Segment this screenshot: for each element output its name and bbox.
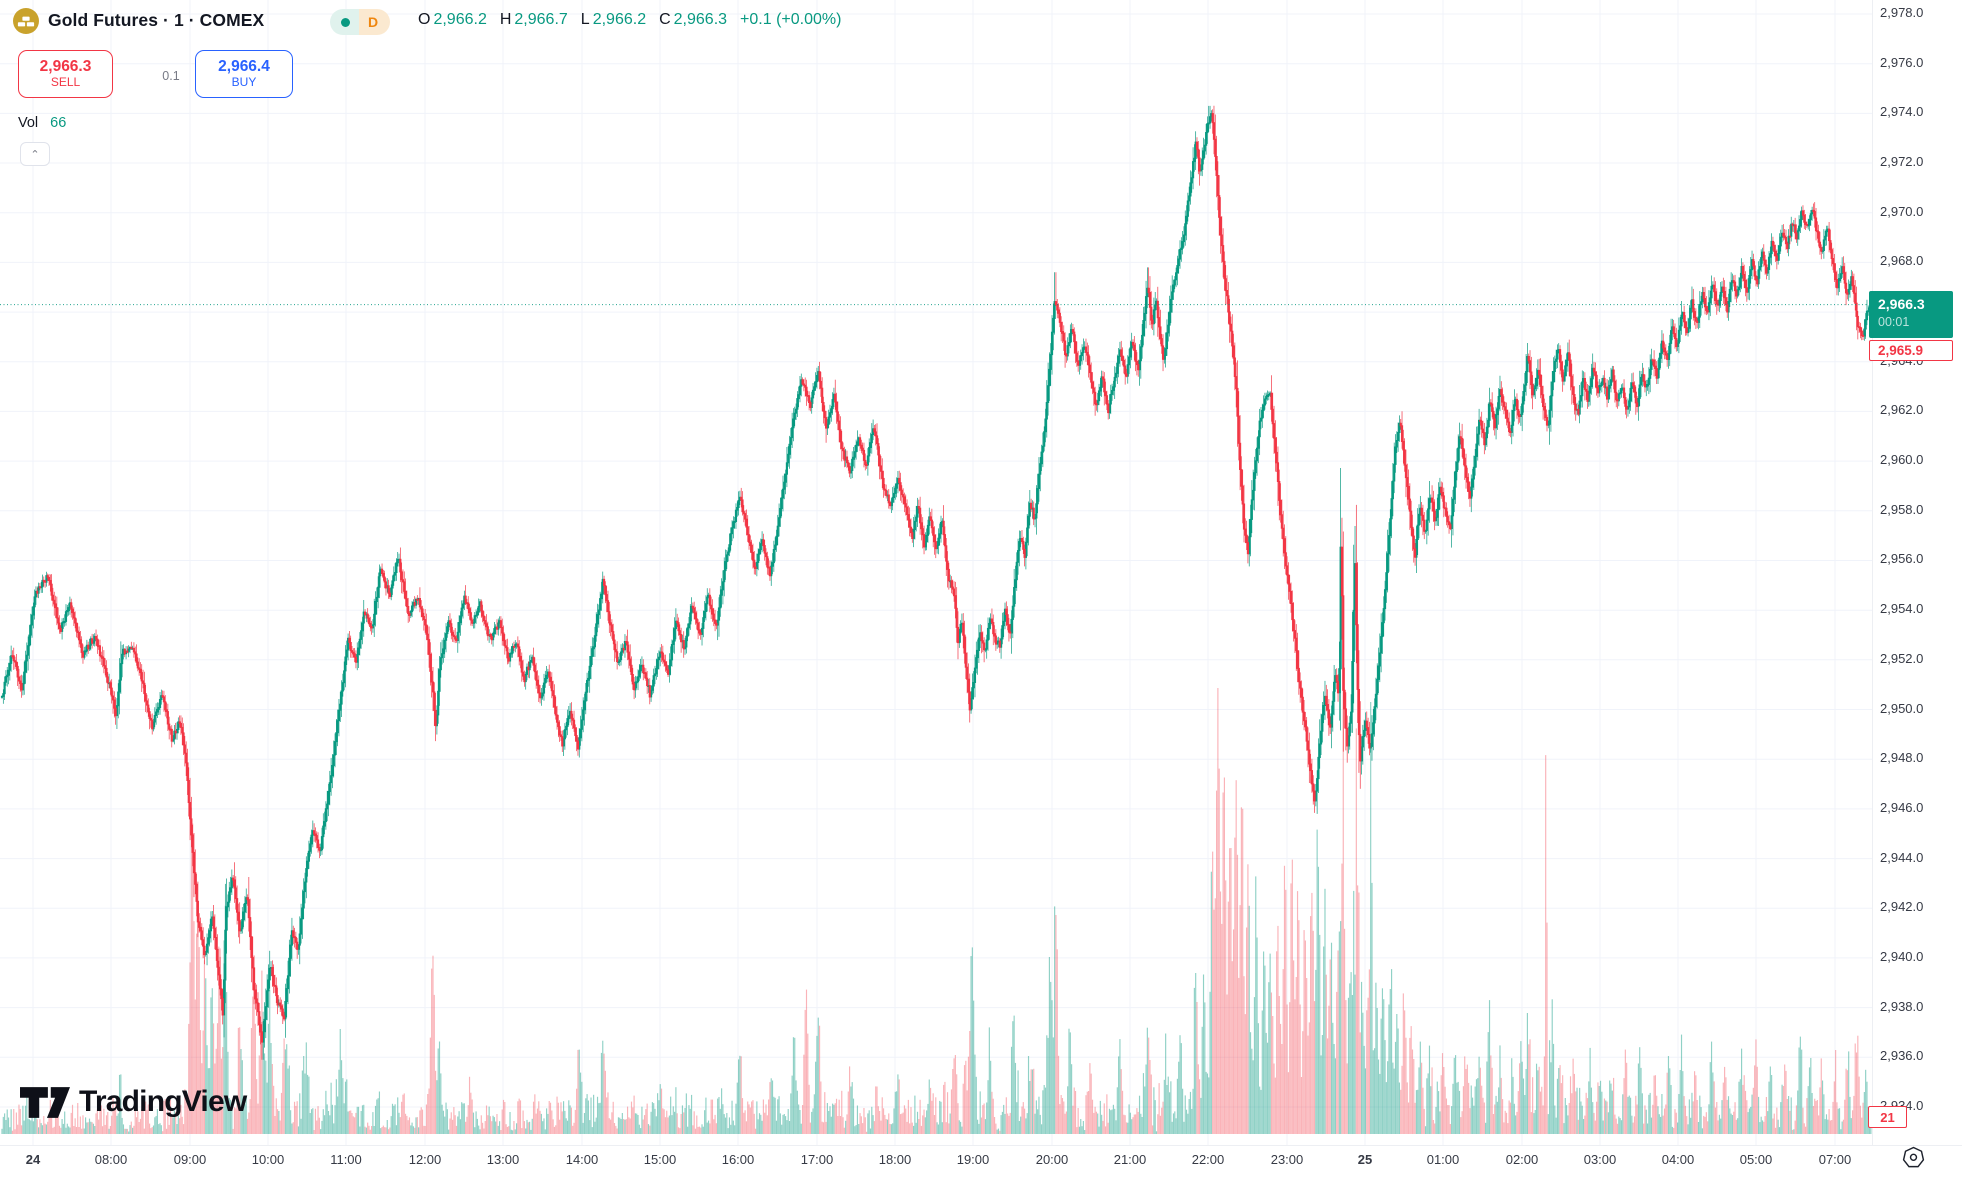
time-axis-label: 23:00 xyxy=(1270,1152,1304,1167)
time-axis-label: 08:00 xyxy=(94,1152,128,1167)
price-axis-label: 2,956.0 xyxy=(1880,551,1924,566)
secondary-price-label: 2,965.9 xyxy=(1869,340,1953,361)
time-axis-label: 13:00 xyxy=(486,1152,520,1167)
time-axis-label: 10:00 xyxy=(251,1152,285,1167)
down-candles xyxy=(11,105,1865,1060)
time-axis-label: 21:00 xyxy=(1113,1152,1147,1167)
spread-value: 0.1 xyxy=(162,69,180,83)
low-label: L xyxy=(580,11,590,28)
time-axis-label: 12:00 xyxy=(408,1152,442,1167)
buy-price: 2,966.4 xyxy=(218,58,270,76)
time-axis-border xyxy=(0,1145,1962,1146)
sell-label: SELL xyxy=(50,75,81,89)
time-axis-label: 02:00 xyxy=(1505,1152,1539,1167)
change-value: +0.1 (+0.00%) xyxy=(740,11,842,28)
price-axis-label: 2,952.0 xyxy=(1880,651,1924,666)
market-status-icon xyxy=(330,9,359,35)
open-value: 2,966.2 xyxy=(433,11,487,28)
time-axis-label: 01:00 xyxy=(1426,1152,1460,1167)
last-price-badge: 2,966.3 00:01 xyxy=(1869,291,1953,338)
time-axis-label: 03:00 xyxy=(1583,1152,1617,1167)
tradingview-logo[interactable]: TradingView xyxy=(20,1085,247,1119)
chevron-up-icon: ⌃ xyxy=(30,148,40,161)
time-axis-label: 20:00 xyxy=(1035,1152,1069,1167)
close-label: C xyxy=(659,11,671,28)
time-axis-label: 07:00 xyxy=(1818,1152,1852,1167)
price-axis-label: 2,968.0 xyxy=(1880,253,1924,268)
price-axis-label: 2,944.0 xyxy=(1880,850,1924,865)
price-axis-label: 2,974.0 xyxy=(1880,104,1924,119)
price-axis-label: 2,946.0 xyxy=(1880,800,1924,815)
time-axis-label: 09:00 xyxy=(173,1152,207,1167)
high-value: 2,966.7 xyxy=(514,11,568,28)
volume-axis-label: 21 xyxy=(1868,1106,1907,1128)
price-axis-label: 2,938.0 xyxy=(1880,999,1924,1014)
price-axis-label: 2,970.0 xyxy=(1880,204,1924,219)
time-axis-label: 11:00 xyxy=(330,1152,362,1167)
volume-legend-label: Vol xyxy=(18,115,39,131)
low-value: 2,966.2 xyxy=(592,11,647,28)
open-label: O xyxy=(418,11,431,28)
time-axis-label: 19:00 xyxy=(956,1152,990,1167)
time-axis-label: 17:00 xyxy=(800,1152,834,1167)
ohlc-row: O 2,966.2 H 2,966.7 L 2,966.2 C 2,966.3 +0.1… xyxy=(418,11,841,29)
time-axis-label: 25 xyxy=(1357,1152,1373,1167)
time-axis-label: 05:00 xyxy=(1739,1152,1773,1167)
volume-legend: Vol 66 xyxy=(18,115,66,131)
legend-collapse-button[interactable]: ⌃ xyxy=(20,142,50,166)
time-axis-label: 14:00 xyxy=(565,1152,599,1167)
price-axis-label: 2,978.0 xyxy=(1880,5,1924,20)
time-axis-label: 18:00 xyxy=(878,1152,912,1167)
time-axis-label: 15:00 xyxy=(643,1152,677,1167)
time-axis-label: 16:00 xyxy=(721,1152,755,1167)
symbol-logo-icon xyxy=(13,8,39,39)
price-axis-label: 2,962.0 xyxy=(1880,402,1924,417)
tradingview-mark-icon xyxy=(20,1086,70,1118)
bar-countdown: 00:01 xyxy=(1878,315,1910,329)
price-axis-label: 2,936.0 xyxy=(1880,1048,1924,1063)
price-axis-border xyxy=(1872,0,1873,1145)
price-axis-label: 2,976.0 xyxy=(1880,55,1924,70)
close-value: 2,966.3 xyxy=(673,11,728,28)
price-axis-label: 2,948.0 xyxy=(1880,750,1924,765)
time-axis-label: 22:00 xyxy=(1191,1152,1225,1167)
high-label: H xyxy=(499,11,512,28)
sell-button[interactable]: 2,966.3 SELL xyxy=(18,50,113,98)
buy-button[interactable]: 2,966.4 BUY xyxy=(195,50,293,98)
price-axis-label: 2,940.0 xyxy=(1880,949,1924,964)
price-axis-label: 2,958.0 xyxy=(1880,502,1924,517)
chart-canvas[interactable] xyxy=(0,0,1872,1145)
sell-price: 2,966.3 xyxy=(39,58,92,76)
last-price-value: 2,966.3 xyxy=(1878,296,1925,312)
time-axis-label: 24 xyxy=(25,1152,41,1167)
symbol-title: Gold Futures · 1 · COMEX xyxy=(48,10,265,30)
volume-histogram xyxy=(1,688,1872,1134)
time-axis-label: 04:00 xyxy=(1661,1152,1695,1167)
price-axis-label: 2,972.0 xyxy=(1880,154,1924,169)
interval-pill-label: D xyxy=(359,9,391,35)
price-axis-label: 2,950.0 xyxy=(1880,701,1924,716)
tradingview-logo-text: TradingView xyxy=(79,1085,247,1118)
up-candles xyxy=(0,105,1872,1060)
volume-legend-value: 66 xyxy=(50,115,67,131)
price-axis-label: 2,954.0 xyxy=(1880,601,1924,616)
price-axis-label: 2,942.0 xyxy=(1880,899,1924,914)
buy-label: BUY xyxy=(231,75,257,89)
price-axis-label: 2,960.0 xyxy=(1880,452,1924,467)
settings-gear-icon[interactable] xyxy=(1899,1143,1927,1171)
interval-pill[interactable]: D xyxy=(330,9,391,35)
